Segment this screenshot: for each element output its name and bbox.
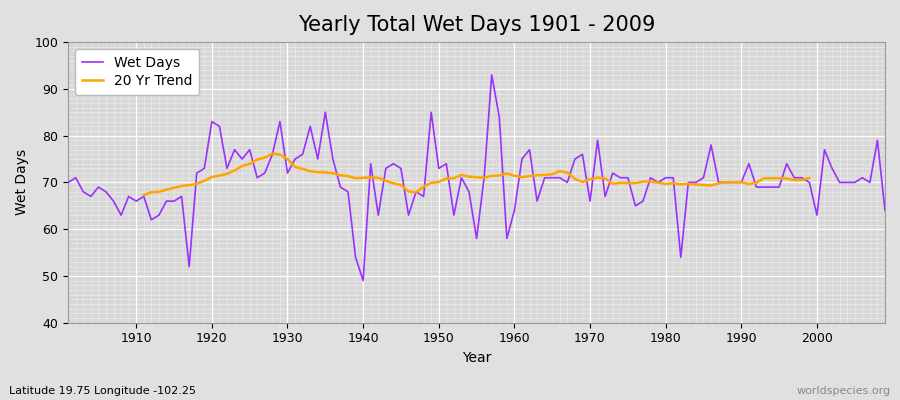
Wet Days [879,208,890,213]
Wet Days [63,180,74,185]
Text: Latitude 19.75 Longitude -102.25: Latitude 19.75 Longitude -102.25 [9,386,196,396]
Title: Yearly Total Wet Days 1901 - 2009: Yearly Total Wet Days 1901 - 2009 [298,15,655,35]
Text: worldspecies.org: worldspecies.org [796,386,891,396]
20 Yr Trend [267,151,278,156]
Wet Days [524,147,535,152]
20 Yr Trend [206,175,217,180]
Wet Days [290,157,301,162]
Wet Days [357,278,368,283]
Wet Days [486,72,497,77]
20 Yr Trend [736,180,747,184]
20 Yr Trend [282,157,292,162]
Wet Days [615,175,626,180]
Line: Wet Days: Wet Days [68,75,885,281]
Legend: Wet Days, 20 Yr Trend: Wet Days, 20 Yr Trend [75,49,200,95]
Line: 20 Yr Trend: 20 Yr Trend [144,154,809,195]
X-axis label: Year: Year [462,351,491,365]
20 Yr Trend [486,174,497,178]
Wet Days [517,157,527,162]
20 Yr Trend [804,176,814,180]
20 Yr Trend [139,193,149,198]
20 Yr Trend [403,189,414,194]
Wet Days [335,185,346,190]
Wet Days [123,194,134,199]
20 Yr Trend [221,171,232,176]
Y-axis label: Wet Days: Wet Days [15,149,29,216]
